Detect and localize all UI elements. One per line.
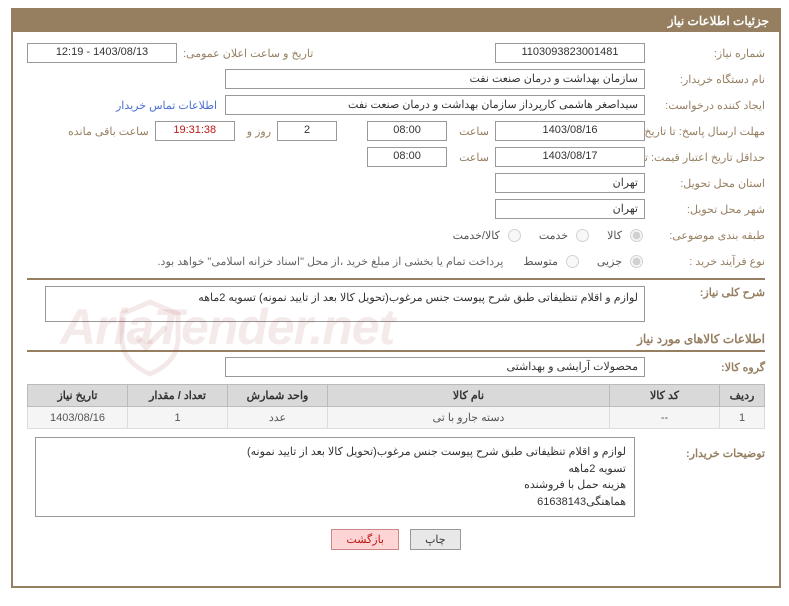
row-general-desc: شرح کلی نیاز: لوازم و اقلام تنظیفاتی طبق…	[27, 286, 765, 322]
validity-label: حداقل تاریخ اعتبار قیمت: تا تاریخ:	[645, 151, 765, 164]
th-name: نام کالا	[328, 385, 610, 407]
category-label: طبقه بندی موضوعی:	[645, 229, 765, 242]
back-button[interactable]: بازگشت	[331, 529, 399, 550]
row-buyer-org: نام دستگاه خریدار: سازمان بهداشت و درمان…	[27, 68, 765, 90]
radio-goods[interactable]	[630, 229, 643, 242]
validity-time-field: 08:00	[367, 147, 447, 167]
form-content: شماره نیاز: 1103093823001481 تاریخ و ساع…	[13, 32, 779, 560]
radio-partial-label: جزیی	[597, 255, 622, 268]
row-buy-type: نوع فرآیند خرید : جزیی متوسط پرداخت تمام…	[27, 250, 765, 272]
td-date: 1403/08/16	[28, 407, 128, 429]
province-field: تهران	[495, 173, 645, 193]
radio-goods-service-label: کالا/خدمت	[453, 229, 500, 242]
need-number-field: 1103093823001481	[495, 43, 645, 63]
td-unit: عدد	[228, 407, 328, 429]
remaining-label: ساعت باقی مانده	[62, 125, 149, 138]
buyer-notes-l2: تسویه 2ماهه	[44, 461, 626, 478]
radio-partial[interactable]	[630, 255, 643, 268]
print-button[interactable]: چاپ	[410, 529, 461, 550]
buyer-notes-l1: لوازم و اقلام تنظیفاتی طبق شرح پیوست جنس…	[44, 444, 626, 461]
radio-service[interactable]	[576, 229, 589, 242]
deadline-date-field: 1403/08/16	[495, 121, 645, 141]
row-city: شهر محل تحویل: تهران	[27, 198, 765, 220]
table-header-row: ردیف کد کالا نام کالا واحد شمارش تعداد /…	[28, 385, 765, 407]
th-code: کد کالا	[610, 385, 720, 407]
radio-goods-service[interactable]	[508, 229, 521, 242]
buyer-org-field: سازمان بهداشت و درمان صنعت نفت	[225, 69, 645, 89]
th-date: تاریخ نیاز	[28, 385, 128, 407]
row-validity: حداقل تاریخ اعتبار قیمت: تا تاریخ: 1403/…	[27, 146, 765, 168]
general-desc-label: شرح کلی نیاز:	[645, 286, 765, 299]
buyer-notes-label: توضیحات خریدار:	[645, 437, 765, 460]
buyer-org-label: نام دستگاه خریدار:	[645, 73, 765, 86]
items-table-container: ردیف کد کالا نام کالا واحد شمارش تعداد /…	[27, 384, 765, 429]
buy-type-radio-group: جزیی متوسط	[511, 255, 645, 268]
button-row: چاپ بازگشت	[27, 521, 765, 550]
buy-note: پرداخت تمام یا بخشی از مبلغ خرید ،از محل…	[158, 255, 504, 268]
td-name: دسته جارو با تی	[328, 407, 610, 429]
radio-medium-label: متوسط	[523, 255, 558, 268]
group-field: محصولات آرایشی و بهداشتی	[225, 357, 645, 377]
city-label: شهر محل تحویل:	[645, 203, 765, 216]
buyer-notes-l4: هماهنگی61638143	[44, 494, 626, 511]
row-need-number: شماره نیاز: 1103093823001481 تاریخ و ساع…	[27, 42, 765, 64]
th-qty: تعداد / مقدار	[128, 385, 228, 407]
countdown-field: 19:31:38	[155, 121, 235, 141]
radio-medium[interactable]	[566, 255, 579, 268]
td-code: --	[610, 407, 720, 429]
items-table: ردیف کد کالا نام کالا واحد شمارش تعداد /…	[27, 384, 765, 429]
validity-date-field: 1403/08/17	[495, 147, 645, 167]
contact-link[interactable]: اطلاعات تماس خریدار	[116, 99, 217, 112]
buyer-notes-l3: هزینه حمل با فروشنده	[44, 477, 626, 494]
need-number-label: شماره نیاز:	[645, 47, 765, 60]
radio-service-label: خدمت	[539, 229, 568, 242]
deadline-label: مهلت ارسال پاسخ: تا تاریخ:	[645, 125, 765, 138]
panel-title: جزئیات اطلاعات نیاز	[668, 14, 769, 28]
buyer-notes-box: لوازم و اقلام تنظیفاتی طبق شرح پیوست جنس…	[35, 437, 635, 517]
time-label-1: ساعت	[453, 125, 489, 138]
deadline-time-field: 08:00	[367, 121, 447, 141]
general-desc-field[interactable]: لوازم و اقلام تنظیفاتی طبق شرح پیوست جنس…	[45, 286, 645, 322]
radio-goods-label: کالا	[607, 229, 622, 242]
td-row: 1	[720, 407, 765, 429]
city-field: تهران	[495, 199, 645, 219]
requester-label: ایجاد کننده درخواست:	[645, 99, 765, 112]
th-unit: واحد شمارش	[228, 385, 328, 407]
requester-field: سیداصغر هاشمی کارپرداز سازمان بهداشت و د…	[225, 95, 645, 115]
buy-type-label: نوع فرآیند خرید :	[645, 255, 765, 268]
announce-field: 1403/08/13 - 12:19	[27, 43, 177, 63]
group-label: گروه کالا:	[645, 361, 765, 374]
main-panel: جزئیات اطلاعات نیاز شماره نیاز: 11030938…	[11, 8, 781, 588]
td-qty: 1	[128, 407, 228, 429]
province-label: استان محل تحویل:	[645, 177, 765, 190]
announce-label: تاریخ و ساعت اعلان عمومی:	[177, 47, 313, 60]
th-row: ردیف	[720, 385, 765, 407]
days-field: 2	[277, 121, 337, 141]
section-items-title: اطلاعات کالاهای مورد نیاز	[27, 328, 765, 352]
table-row: 1 -- دسته جارو با تی عدد 1 1403/08/16	[28, 407, 765, 429]
panel-header: جزئیات اطلاعات نیاز	[13, 10, 779, 32]
category-radio-group: کالا خدمت کالا/خدمت	[441, 229, 645, 242]
row-deadline: مهلت ارسال پاسخ: تا تاریخ: 1403/08/16 سا…	[27, 120, 765, 142]
row-category: طبقه بندی موضوعی: کالا خدمت کالا/خدمت	[27, 224, 765, 246]
days-and-label: روز و	[241, 125, 271, 138]
row-province: استان محل تحویل: تهران	[27, 172, 765, 194]
time-label-2: ساعت	[453, 151, 489, 164]
row-buyer-notes: توضیحات خریدار: لوازم و اقلام تنظیفاتی ط…	[27, 437, 765, 517]
row-requester: ایجاد کننده درخواست: سیداصغر هاشمی کارپر…	[27, 94, 765, 116]
row-group: گروه کالا: محصولات آرایشی و بهداشتی	[27, 356, 765, 378]
